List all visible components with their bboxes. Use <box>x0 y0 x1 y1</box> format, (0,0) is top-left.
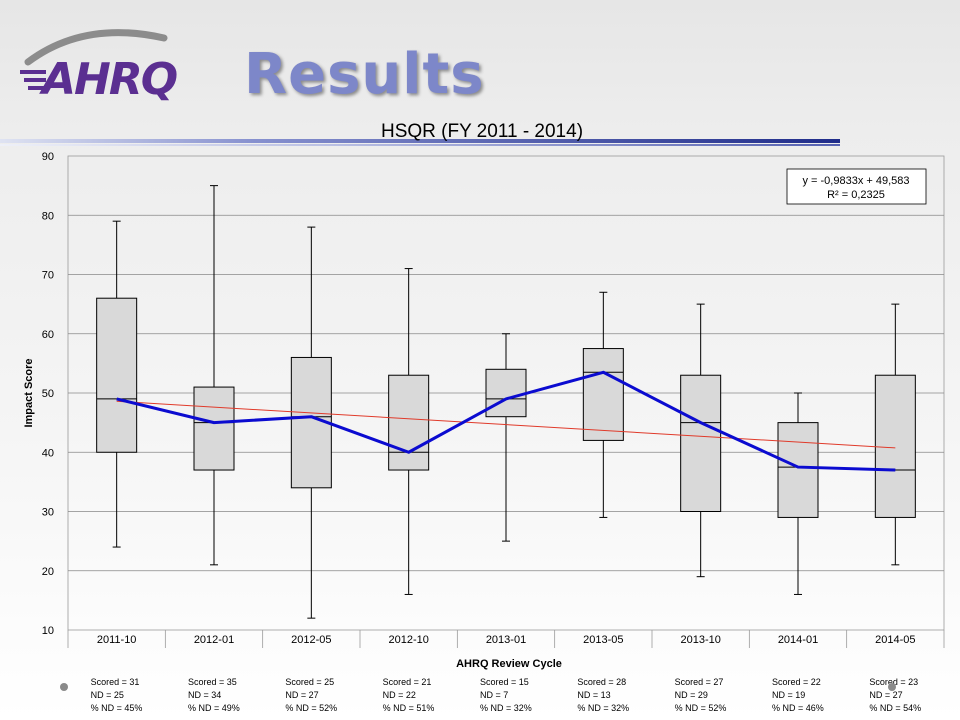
cycle-annotations: Scored = 31 ND = 25 % ND = 45% Scored = 35 N… <box>91 677 921 713</box>
scored-count: Scored = 25 <box>285 677 334 687</box>
bullet-right <box>888 683 896 691</box>
y-tick-label: 20 <box>42 566 54 578</box>
trendline-equation-box: y = -0,9833x + 49,583 R² = 0,2325 <box>786 168 927 205</box>
x-axis-label: AHRQ Review Cycle <box>456 658 562 670</box>
nd-percent: % ND = 52% <box>675 703 727 713</box>
nd-percent: % ND = 45% <box>91 703 143 713</box>
nd-percent: % ND = 51% <box>383 703 435 713</box>
nd-percent: % ND = 46% <box>772 703 824 713</box>
scored-count: Scored = 23 <box>869 677 918 687</box>
logo-wordmark: AHRQ <box>39 54 177 102</box>
x-tick-label: 2014-01 <box>778 634 818 646</box>
box-2012-01 <box>193 185 235 566</box>
trendline-layer <box>116 400 896 449</box>
scored-count: Scored = 15 <box>480 677 529 687</box>
median-trend-line <box>116 370 896 472</box>
nd-count: ND = 7 <box>480 690 508 700</box>
annotation-2012-01: Scored = 35 ND = 34 % ND = 49% <box>188 677 240 713</box>
annotation-2012-05: Scored = 25 ND = 27 % ND = 52% <box>285 677 337 713</box>
box-2011-10 <box>96 220 138 548</box>
iqr-box <box>874 374 916 518</box>
x-tick-label: 2011-10 <box>97 634 137 646</box>
title-rule <box>0 139 840 143</box>
box-2013-10 <box>680 303 722 578</box>
scored-count: Scored = 21 <box>383 677 432 687</box>
nd-count: ND = 27 <box>869 690 902 700</box>
annotation-2013-05: Scored = 28 ND = 13 % ND = 32% <box>577 677 629 713</box>
y-tick-label: 60 <box>42 329 54 341</box>
nd-percent: % ND = 52% <box>285 703 337 713</box>
box-2012-10 <box>388 268 430 595</box>
nd-count: ND = 19 <box>772 690 805 700</box>
x-tick-label: 2013-10 <box>680 634 720 646</box>
nd-percent: % ND = 32% <box>577 703 629 713</box>
x-tick-label: 2013-05 <box>583 634 623 646</box>
trendline-r2: R² = 0,2325 <box>827 189 885 201</box>
iqr-box <box>777 422 819 518</box>
scored-count: Scored = 27 <box>675 677 724 687</box>
annotation-2014-01: Scored = 22 ND = 19 % ND = 46% <box>772 677 824 713</box>
iqr-box <box>680 374 722 512</box>
nd-percent: % ND = 54% <box>869 703 921 713</box>
nd-count: ND = 25 <box>91 690 124 700</box>
y-axis-ticks: 10 20 30 40 50 60 70 80 90 <box>42 151 54 637</box>
iqr-box <box>96 297 138 453</box>
y-tick-label: 90 <box>42 151 54 163</box>
nd-percent: % ND = 32% <box>480 703 532 713</box>
annotation-2012-10: Scored = 21 ND = 22 % ND = 51% <box>383 677 435 713</box>
x-tick-label: 2013-01 <box>486 634 526 646</box>
annotation-2014-05: Scored = 23 ND = 27 % ND = 54% <box>869 677 921 713</box>
nd-count: ND = 27 <box>285 690 318 700</box>
y-tick-label: 70 <box>42 270 54 282</box>
ahrq-logo: AHRQ <box>20 29 179 102</box>
nd-count: ND = 29 <box>675 690 708 700</box>
box-2013-05 <box>582 291 624 518</box>
median-line-layer <box>116 370 896 472</box>
x-tick-label: 2014-05 <box>875 634 915 646</box>
x-axis-ticks: 2011-10 2012-01 2012-05 2012-10 2013-01 2013-… <box>67 630 945 648</box>
trendline <box>116 400 896 449</box>
iqr-box <box>582 348 624 441</box>
y-axis-label: Impact Score <box>23 358 35 427</box>
box-2014-05 <box>874 303 916 566</box>
x-tick-label: 2012-01 <box>194 634 234 646</box>
nd-count: ND = 34 <box>188 690 221 700</box>
annotation-2011-10: Scored = 31 ND = 25 % ND = 45% <box>91 677 143 713</box>
y-tick-label: 80 <box>42 210 54 222</box>
y-tick-label: 10 <box>42 625 54 637</box>
box-2014-01 <box>777 392 819 595</box>
y-tick-label: 50 <box>42 388 54 400</box>
annotation-2013-10: Scored = 27 ND = 29 % ND = 52% <box>675 677 727 713</box>
annotation-2013-01: Scored = 15 ND = 7 % ND = 32% <box>480 677 532 713</box>
y-tick-label: 30 <box>42 507 54 519</box>
nd-percent: % ND = 49% <box>188 703 240 713</box>
scored-count: Scored = 28 <box>577 677 626 687</box>
title-rule-shadow <box>0 144 840 146</box>
boxes <box>96 185 916 619</box>
iqr-box <box>388 374 430 471</box>
x-tick-label: 2012-05 <box>291 634 331 646</box>
nd-count: ND = 13 <box>577 690 610 700</box>
nd-count: ND = 22 <box>383 690 416 700</box>
scored-count: Scored = 35 <box>188 677 237 687</box>
iqr-box <box>485 368 527 418</box>
scored-count: Scored = 22 <box>772 677 821 687</box>
page-title: Results <box>244 42 485 107</box>
iqr-box <box>193 386 235 471</box>
x-tick-label: 2012-10 <box>388 634 428 646</box>
bullet-left <box>60 683 68 691</box>
box-2013-01 <box>485 333 527 542</box>
y-tick-label: 40 <box>42 447 54 459</box>
scored-count: Scored = 31 <box>91 677 140 687</box>
chart-title: HSQR (FY 2011 - 2014) <box>381 121 583 142</box>
trendline-equation: y = -0,9833x + 49,583 <box>802 175 909 187</box>
